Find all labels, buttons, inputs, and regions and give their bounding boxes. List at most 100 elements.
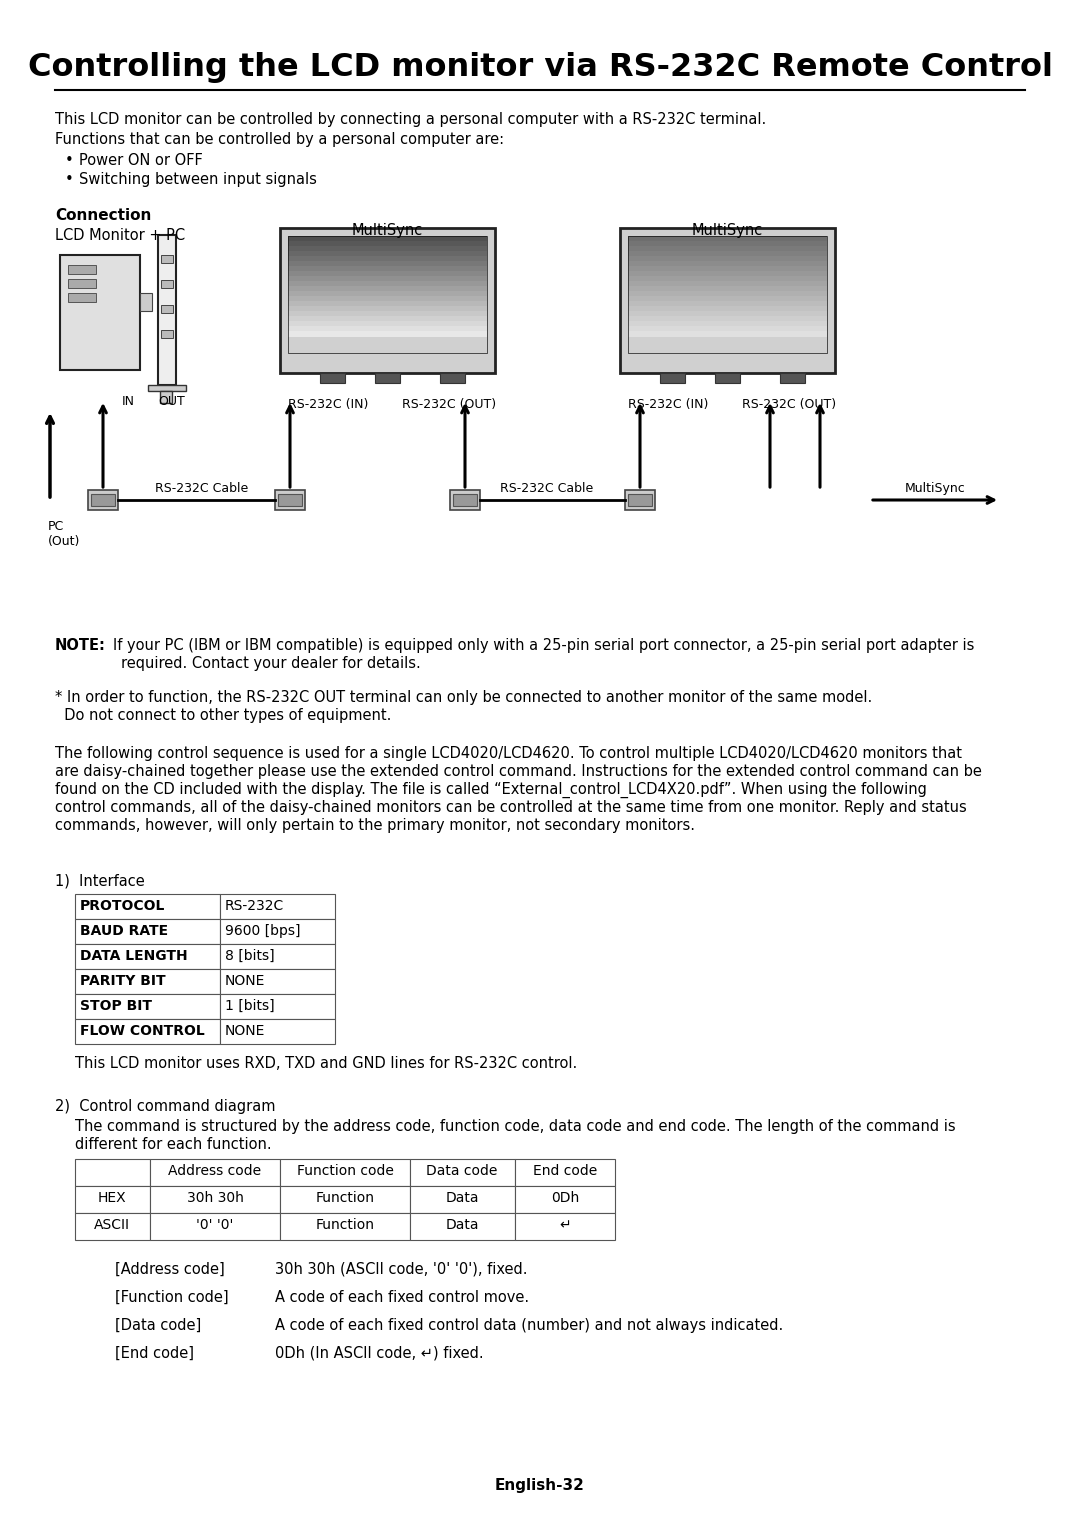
Bar — [280, 1160, 410, 1186]
Text: BAUD RATE: BAUD RATE — [80, 924, 168, 938]
Text: English-32: English-32 — [495, 1478, 585, 1493]
Bar — [410, 1160, 515, 1186]
Bar — [288, 332, 487, 338]
Bar — [75, 1213, 150, 1241]
Text: 1)  Interface: 1) Interface — [55, 874, 145, 889]
Bar — [220, 969, 335, 995]
Bar — [220, 894, 335, 918]
Bar — [148, 385, 186, 391]
Text: are daisy-chained together please use the extended control command. Instructions: are daisy-chained together please use th… — [55, 764, 982, 779]
Text: RS-232C (OUT): RS-232C (OUT) — [742, 397, 836, 411]
Text: FLOW CONTROL: FLOW CONTROL — [80, 1024, 205, 1038]
Text: ASCII: ASCII — [94, 1218, 130, 1232]
Bar — [288, 325, 487, 332]
Bar — [60, 255, 140, 370]
Text: NOTE:: NOTE: — [55, 639, 106, 652]
Text: HEX: HEX — [97, 1190, 126, 1206]
Text: Function: Function — [315, 1190, 375, 1206]
Bar — [75, 995, 220, 1019]
Bar — [627, 325, 827, 332]
Bar — [288, 251, 487, 257]
Bar — [75, 969, 220, 995]
Text: Controlling the LCD monitor via RS-232C Remote Control: Controlling the LCD monitor via RS-232C … — [27, 52, 1053, 83]
Bar — [627, 261, 827, 267]
Text: required. Contact your dealer for details.: required. Contact your dealer for detail… — [121, 656, 421, 671]
Text: A code of each fixed control data (number) and not always indicated.: A code of each fixed control data (numbe… — [275, 1319, 783, 1332]
Bar — [68, 280, 96, 287]
Text: [Address code]: [Address code] — [114, 1262, 225, 1277]
Bar — [627, 312, 827, 316]
Text: The following control sequence is used for a single LCD4020/LCD4620. To control : The following control sequence is used f… — [55, 746, 962, 761]
Text: Connection: Connection — [55, 208, 151, 223]
Bar — [375, 373, 400, 384]
Text: MultiSync: MultiSync — [351, 223, 422, 238]
Bar — [410, 1186, 515, 1213]
Bar — [627, 306, 827, 312]
Text: different for each function.: different for each function. — [75, 1137, 272, 1152]
Text: NONE: NONE — [225, 1024, 266, 1038]
Bar — [161, 280, 173, 287]
Bar — [288, 266, 487, 272]
Text: RS-232C (IN): RS-232C (IN) — [627, 397, 708, 411]
Bar — [75, 1160, 150, 1186]
Bar — [160, 391, 172, 403]
Text: 30h 30h: 30h 30h — [187, 1190, 243, 1206]
Bar — [288, 257, 487, 261]
Text: 0Dh (In ASCII code, ↵) fixed.: 0Dh (In ASCII code, ↵) fixed. — [275, 1346, 484, 1361]
Bar — [150, 1160, 280, 1186]
Text: MultiSync: MultiSync — [691, 223, 762, 238]
Bar — [280, 1213, 410, 1241]
Text: STOP BIT: STOP BIT — [80, 999, 152, 1013]
Text: OUT: OUT — [158, 396, 185, 408]
Text: DATA LENGTH: DATA LENGTH — [80, 949, 188, 963]
Bar — [75, 944, 220, 969]
Bar — [280, 1186, 410, 1213]
Bar — [288, 235, 487, 353]
Text: commands, however, will only pertain to the primary monitor, not secondary monit: commands, however, will only pertain to … — [55, 817, 696, 833]
Bar — [288, 296, 487, 303]
Bar — [161, 330, 173, 338]
Bar — [91, 494, 114, 506]
Text: If your PC (IBM or IBM compatible) is equipped only with a 25-pin serial port co: If your PC (IBM or IBM compatible) is eq… — [113, 639, 974, 652]
Text: RS-232C (OUT): RS-232C (OUT) — [402, 397, 496, 411]
Text: '0' '0': '0' '0' — [197, 1218, 233, 1232]
Bar — [288, 277, 487, 283]
Text: Data code: Data code — [427, 1164, 498, 1178]
Text: The command is structured by the address code, function code, data code and end : The command is structured by the address… — [75, 1118, 956, 1134]
Bar — [627, 277, 827, 283]
Text: 8 [bits]: 8 [bits] — [225, 949, 274, 963]
Bar — [288, 306, 487, 312]
Bar — [627, 235, 827, 353]
Bar — [75, 1019, 220, 1044]
Bar — [288, 261, 487, 267]
Text: control commands, all of the daisy-chained monitors can be controlled at the sam: control commands, all of the daisy-chain… — [55, 801, 967, 814]
Bar — [627, 266, 827, 272]
Bar — [140, 293, 152, 312]
Text: found on the CD included with the display. The file is called “External_control_: found on the CD included with the displa… — [55, 782, 927, 798]
Circle shape — [104, 277, 120, 293]
Bar — [627, 270, 827, 277]
Bar — [627, 290, 827, 296]
Bar — [515, 1160, 615, 1186]
Text: IN: IN — [122, 396, 135, 408]
Bar — [288, 281, 487, 287]
Bar — [320, 373, 345, 384]
Text: Data: Data — [445, 1218, 478, 1232]
Text: Do not connect to other types of equipment.: Do not connect to other types of equipme… — [55, 707, 391, 723]
Bar — [627, 332, 827, 338]
Bar — [627, 257, 827, 261]
Bar — [453, 494, 477, 506]
Text: 30h 30h (ASCII code, '0' '0'), fixed.: 30h 30h (ASCII code, '0' '0'), fixed. — [275, 1262, 527, 1277]
Bar — [68, 293, 96, 303]
Bar — [220, 944, 335, 969]
Bar — [627, 301, 827, 307]
Text: This LCD monitor uses RXD, TXD and GND lines for RS-232C control.: This LCD monitor uses RXD, TXD and GND l… — [75, 1056, 577, 1071]
Bar — [288, 316, 487, 322]
Bar — [515, 1213, 615, 1241]
Bar — [150, 1213, 280, 1241]
Bar — [627, 494, 652, 506]
Bar — [288, 241, 487, 248]
Bar — [627, 286, 827, 292]
Bar — [627, 316, 827, 322]
Text: Switching between input signals: Switching between input signals — [79, 173, 316, 186]
